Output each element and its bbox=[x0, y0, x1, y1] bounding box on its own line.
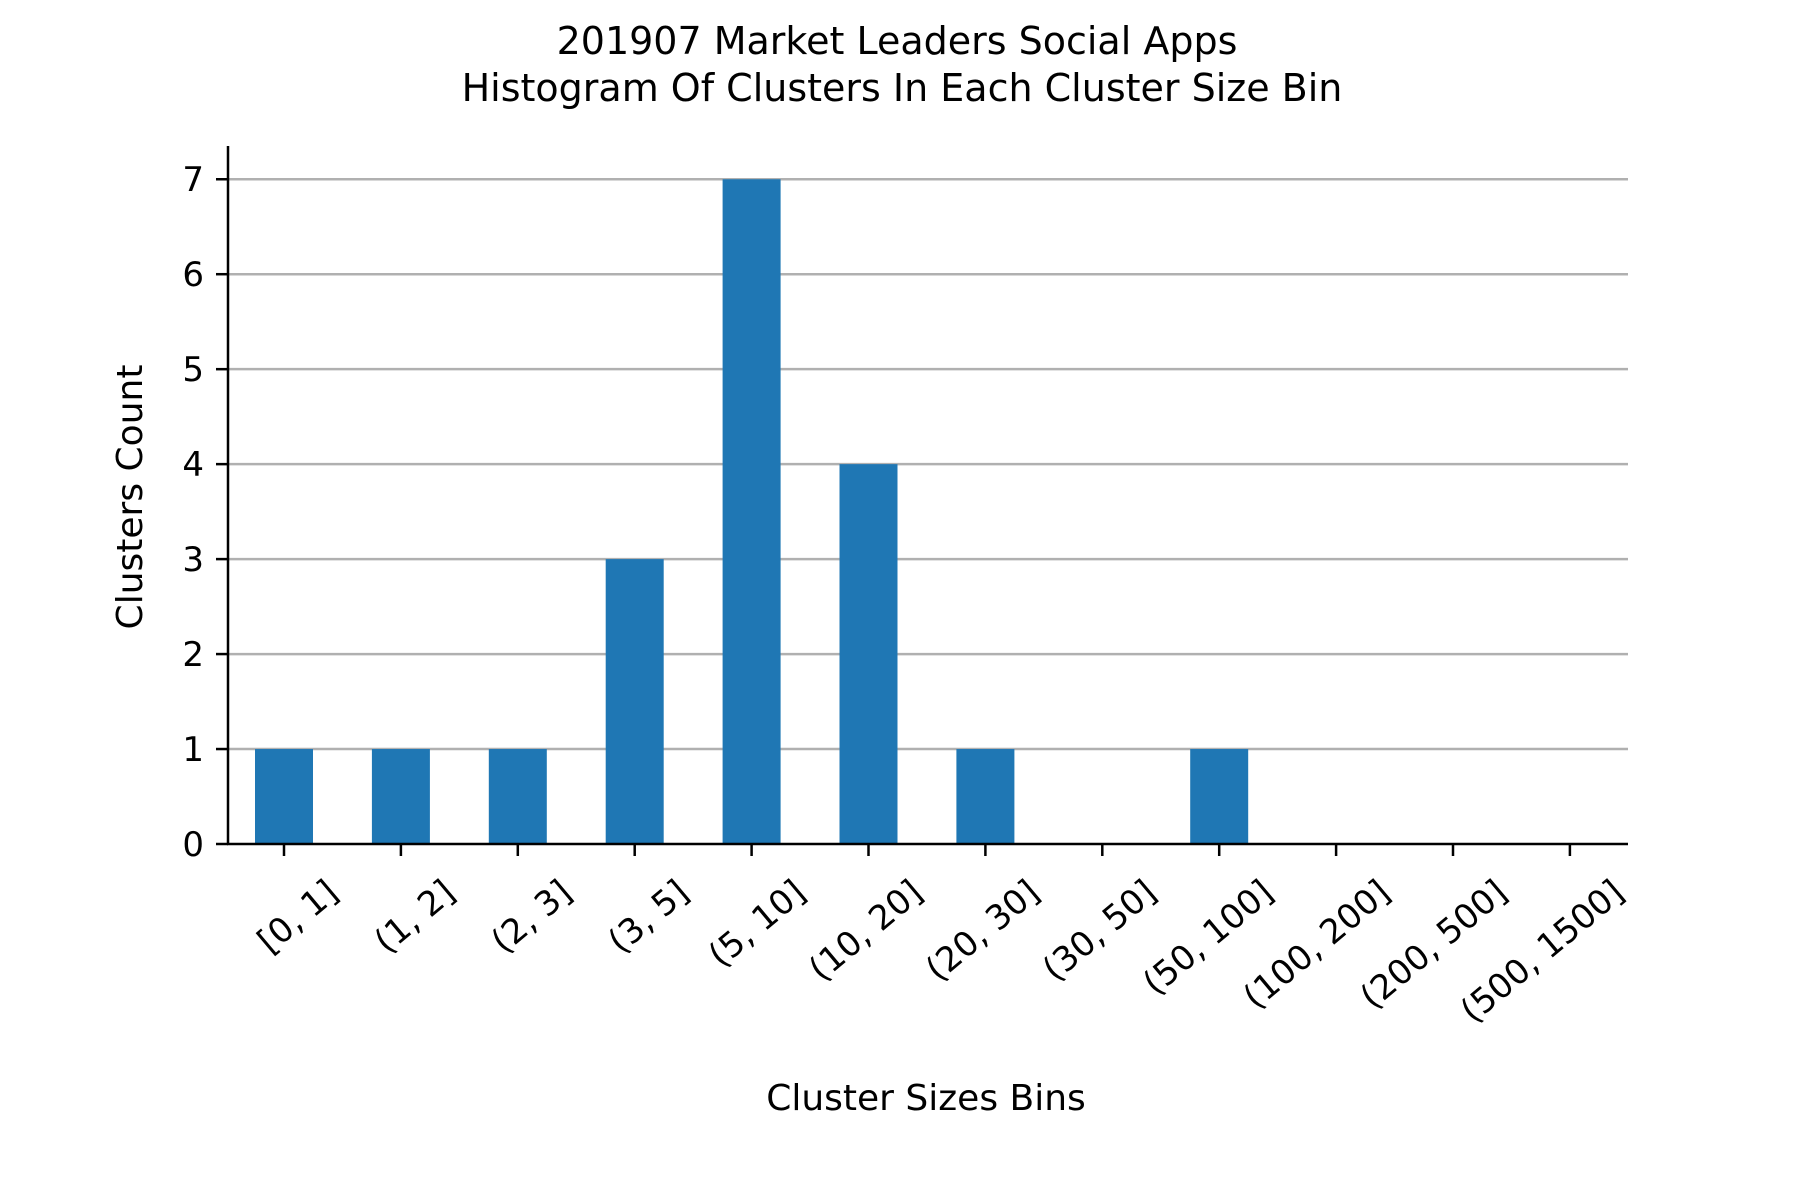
y-tick-label-6: 6 bbox=[182, 255, 204, 295]
bar-5 bbox=[839, 464, 898, 844]
bar-1 bbox=[371, 749, 430, 844]
x-tick-label-3: (3, 5] bbox=[601, 872, 697, 961]
y-tick-label-3: 3 bbox=[182, 540, 204, 580]
chart-title: 201907 Market Leaders Social Apps bbox=[557, 19, 1238, 63]
x-ticks: [0, 1] (1, 2] (2, 3] (3, 5] (5, 10](10, 20](… bbox=[250, 844, 1632, 1031]
grid-lines bbox=[228, 177, 1628, 751]
y-tick-label-4: 4 bbox=[182, 445, 204, 485]
bar-8 bbox=[1190, 749, 1249, 844]
chart-subtitle: Histogram Of Clusters In Each Cluster Si… bbox=[462, 66, 1343, 110]
y-tick-label-2: 2 bbox=[182, 635, 204, 675]
x-tick-label-5: (10, 20] bbox=[801, 872, 930, 989]
bar-0 bbox=[255, 749, 313, 844]
bar-4 bbox=[722, 179, 781, 844]
y-tick-label-5: 5 bbox=[182, 350, 204, 390]
x-tick-label-6: (20, 30] bbox=[918, 872, 1047, 989]
x-tick-label-4: (5, 10] bbox=[701, 872, 813, 975]
y-axis-label: Clusters Count bbox=[110, 365, 151, 630]
bars bbox=[255, 179, 1249, 844]
y-tick-label-0: 0 bbox=[182, 825, 204, 865]
axes bbox=[226, 146, 1628, 846]
x-axis-label: Cluster Sizes Bins bbox=[766, 1078, 1086, 1119]
x-tick-label-0: [0, 1] bbox=[250, 872, 346, 961]
x-tick-label-2: (2, 3] bbox=[484, 872, 580, 961]
bar-6 bbox=[956, 749, 1015, 844]
y-tick-label-1: 1 bbox=[182, 730, 204, 770]
x-tick-label-1: (1, 2] bbox=[367, 872, 463, 961]
y-tick-label-7: 7 bbox=[182, 160, 204, 200]
y-ticks: 0 1 2 3 4 5 6 7 bbox=[182, 160, 228, 865]
bar-3 bbox=[605, 559, 664, 844]
bar-2 bbox=[488, 749, 547, 844]
